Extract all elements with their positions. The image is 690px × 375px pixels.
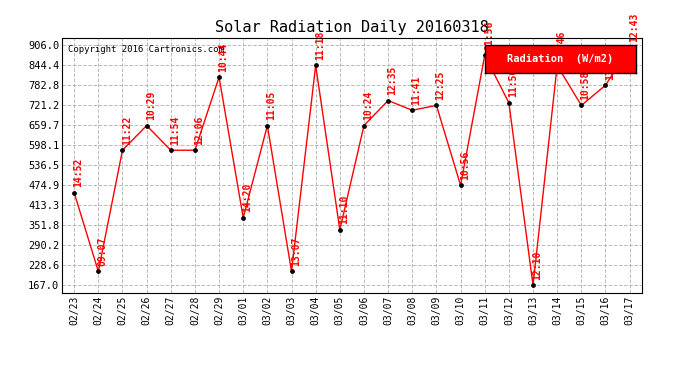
Point [237,215,248,221]
Text: 13:07: 13:07 [290,237,301,266]
Point [600,82,611,88]
Point [504,100,515,106]
Text: 11:05: 11:05 [266,91,277,120]
Point [117,147,128,153]
Text: 11:22: 11:22 [121,115,132,145]
Text: 09:46: 09:46 [556,30,566,60]
Text: 11:56: 11:56 [484,20,494,50]
Point [382,98,393,104]
Point [262,123,273,129]
Text: 12:25: 12:25 [435,70,446,100]
Text: 12:35: 12:35 [387,66,397,95]
Text: 10:29: 10:29 [146,91,156,120]
Point [552,62,563,68]
Text: 11:18: 11:18 [315,30,325,60]
Point [286,268,297,274]
Point [624,45,635,51]
Text: 10:58: 10:58 [580,70,591,100]
Point [479,53,490,58]
Point [141,123,152,129]
Text: 11:54: 11:54 [170,115,180,145]
Text: 10:56: 10:56 [460,150,470,180]
Title: Solar Radiation Daily 20160318: Solar Radiation Daily 20160318 [215,20,489,35]
Text: 12:06: 12:06 [194,115,204,145]
Text: 09:07: 09:07 [97,237,108,266]
Point [575,102,586,108]
Point [334,227,345,233]
Text: 14:20: 14:20 [242,183,253,212]
Text: 14:52: 14:52 [73,158,83,187]
Point [69,190,79,196]
Text: 11:41: 11:41 [411,75,422,105]
Point [189,147,201,153]
Text: 13:30: 13:30 [604,50,615,80]
Text: Copyright 2016 Cartronics.com: Copyright 2016 Cartronics.com [68,45,224,54]
Point [527,282,538,288]
Point [431,102,442,108]
Point [310,62,322,68]
Text: 12:10: 12:10 [532,251,542,280]
Text: 11:56: 11:56 [508,68,518,97]
Text: 10:24: 10:24 [363,91,373,120]
Point [406,107,417,113]
Point [214,74,225,80]
Text: 11:10: 11:10 [339,195,349,224]
Point [359,123,370,129]
Text: 10:44: 10:44 [218,42,228,72]
Point [455,182,466,188]
Point [165,147,176,153]
Text: 12:43: 12:43 [629,13,639,42]
Point [92,268,104,274]
